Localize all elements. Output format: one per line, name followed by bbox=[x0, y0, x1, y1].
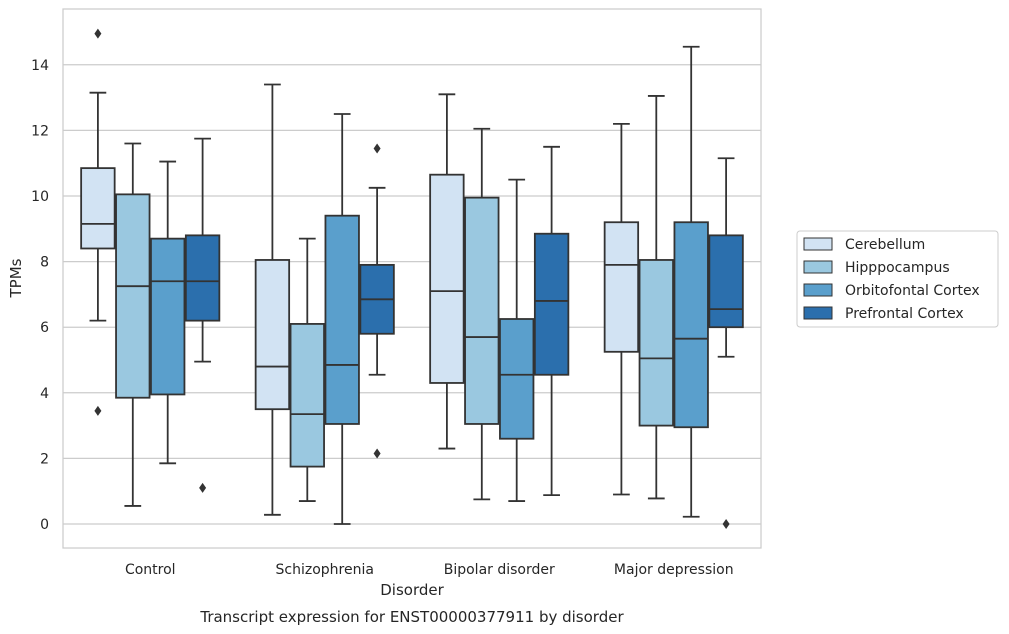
box-iqr bbox=[603, 221, 640, 353]
box-elements bbox=[80, 28, 744, 529]
y-tick-label: 6 bbox=[40, 320, 49, 336]
box-iqr bbox=[115, 193, 151, 399]
x-tick-label: Control bbox=[125, 562, 176, 578]
box-iqr bbox=[80, 167, 116, 250]
box-iqr bbox=[464, 196, 500, 425]
y-tick-label: 4 bbox=[40, 386, 49, 402]
box-plot-group bbox=[324, 113, 360, 525]
y-tick-label: 12 bbox=[31, 123, 49, 139]
y-tick-labels: 0 2 4 6 8 10 12 14 bbox=[31, 58, 49, 533]
box-plot-group bbox=[80, 28, 116, 416]
box-plot-group bbox=[359, 143, 395, 459]
box-plot-group bbox=[150, 160, 186, 465]
box-iqr bbox=[254, 259, 291, 411]
y-tick-label: 14 bbox=[31, 58, 49, 74]
box-plot-group bbox=[464, 127, 500, 501]
box-iqr bbox=[324, 214, 360, 425]
x-tick-label: Bipolar disorder bbox=[444, 562, 555, 578]
box-plot-group bbox=[673, 45, 709, 518]
y-tick-label: 10 bbox=[31, 189, 49, 205]
outlier-point bbox=[94, 405, 102, 416]
figure-caption: Transcript expression for ENST0000037791… bbox=[199, 608, 624, 626]
box-plot-group bbox=[708, 157, 744, 529]
box-iqr bbox=[150, 237, 186, 396]
box-iqr bbox=[289, 323, 325, 468]
x-axis-label: Disorder bbox=[380, 581, 444, 599]
y-tick-label: 8 bbox=[40, 255, 49, 271]
legend-swatch bbox=[803, 283, 833, 297]
box-plot-group bbox=[429, 93, 465, 450]
box-iqr bbox=[499, 318, 535, 440]
box-plot-group bbox=[603, 122, 640, 496]
legend-swatch bbox=[803, 237, 833, 251]
outlier-point bbox=[94, 28, 102, 39]
legend-swatch bbox=[803, 260, 833, 274]
outlier-point bbox=[373, 143, 381, 154]
outlier-point bbox=[199, 482, 207, 493]
legend-frame bbox=[796, 230, 999, 328]
legend-swatch bbox=[803, 306, 833, 320]
y-tick-label: 0 bbox=[40, 517, 49, 533]
box-plot-group bbox=[254, 83, 291, 516]
legend-label: Prefrontal Cortex bbox=[845, 306, 964, 322]
legend-label: Hipppocampus bbox=[845, 260, 950, 276]
box-iqr bbox=[184, 234, 221, 322]
box-iqr bbox=[673, 221, 709, 429]
x-tick-label: Major depression bbox=[614, 562, 734, 578]
plot-frame bbox=[62, 8, 762, 549]
outlier-point bbox=[722, 519, 730, 529]
legend-label: Cerebellum bbox=[845, 237, 925, 253]
box-iqr bbox=[533, 232, 570, 376]
box-plot-group bbox=[533, 145, 570, 497]
box-plot-group bbox=[638, 95, 674, 500]
y-axis-label: TPMs bbox=[7, 258, 25, 298]
legend-label: Orbitofontal Cortex bbox=[845, 283, 980, 299]
box-iqr bbox=[429, 173, 465, 384]
legend: Cerebellum Hipppocampus Orbitofontal Corte… bbox=[796, 230, 999, 328]
x-tick-label: Schizophrenia bbox=[276, 562, 374, 578]
legend-items: Cerebellum Hipppocampus Orbitofontal Corte… bbox=[803, 237, 980, 322]
box-plot-group bbox=[115, 142, 151, 507]
outlier-point bbox=[373, 448, 381, 459]
y-tick-label: 2 bbox=[40, 451, 49, 467]
box-plot-group bbox=[289, 237, 325, 502]
box-plot-group bbox=[499, 178, 535, 502]
box-plot-group bbox=[184, 137, 221, 493]
box-iqr bbox=[638, 259, 674, 427]
box-iqr bbox=[708, 234, 744, 329]
x-tick-labels: Control Schizophrenia Bipolar disorder Majo… bbox=[125, 562, 734, 578]
